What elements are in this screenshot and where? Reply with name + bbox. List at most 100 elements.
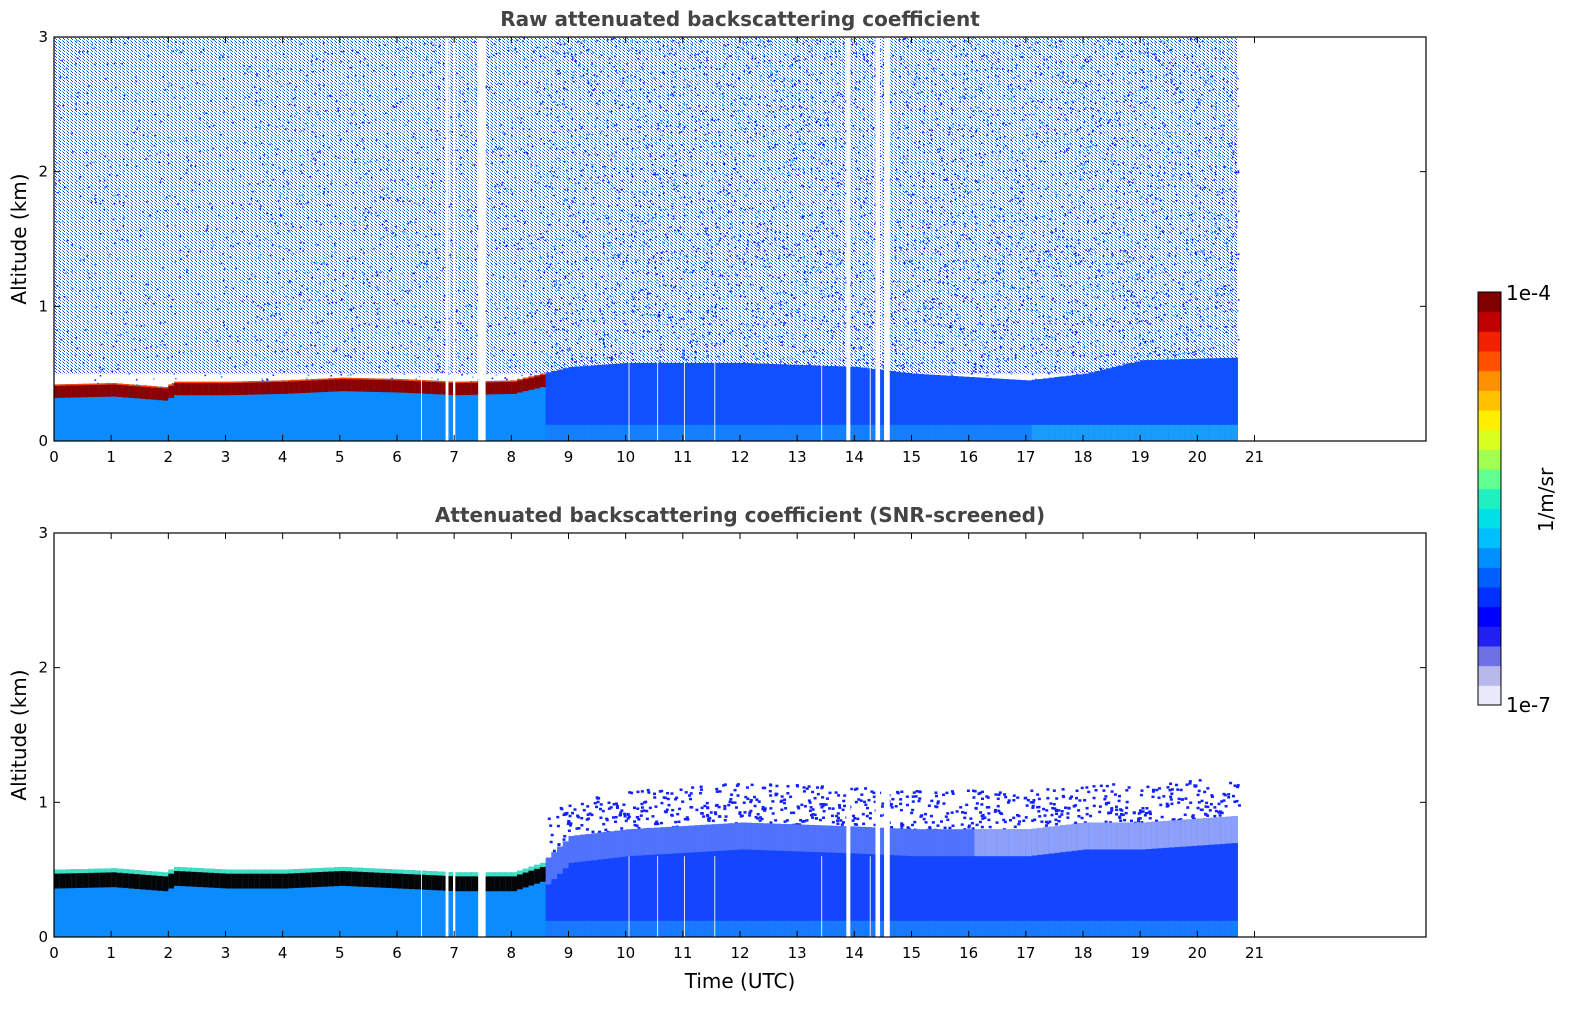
- surface-layer-cell: [648, 424, 655, 441]
- noise-pixel: [443, 80, 446, 83]
- noise-pixel: [681, 352, 684, 355]
- noise-pixel: [294, 237, 296, 240]
- noise-pixel: [345, 333, 348, 335]
- noise-pixel: [600, 148, 602, 150]
- cloud-edge-cell: [162, 387, 169, 389]
- noise-pixel: [782, 357, 785, 360]
- noise-pixel: [159, 181, 162, 183]
- boundary-layer-cell: [128, 384, 135, 441]
- noise-pixel: [791, 278, 794, 280]
- noise-pixel: [277, 229, 280, 232]
- noise-pixel: [595, 319, 598, 322]
- noise-pixel: [219, 154, 222, 157]
- noise-pixel: [381, 53, 383, 56]
- noise-pixel: [685, 268, 688, 271]
- noise-pixel: [788, 345, 790, 348]
- noise-pixel: [729, 104, 732, 106]
- noise-pixel: [439, 44, 442, 47]
- noise-pixel: [274, 267, 277, 270]
- noise-pixel: [557, 73, 559, 75]
- noise-pixel: [476, 334, 478, 337]
- noise-pixel: [426, 263, 428, 266]
- noise-pixel: [497, 216, 500, 219]
- noise-pixel: [336, 57, 338, 60]
- noise-pixel: [244, 338, 247, 341]
- cloud-layer-cell: [499, 382, 507, 395]
- noise-pixel: [792, 118, 794, 121]
- noise-pixel: [781, 64, 784, 67]
- noise-pixel: [765, 253, 768, 256]
- noise-pixel: [659, 178, 661, 180]
- noise-pixel: [411, 167, 413, 169]
- noise-pixel: [340, 89, 342, 92]
- noise-pixel: [225, 286, 227, 288]
- noise-pixel: [569, 357, 572, 360]
- noise-pixel: [328, 255, 331, 258]
- noise-pixel: [324, 266, 326, 269]
- noise-pixel: [691, 284, 694, 287]
- noise-pixel: [639, 223, 642, 226]
- cloud-layer-cell: [494, 382, 501, 395]
- noise-pixel: [496, 183, 499, 186]
- noise-pixel: [297, 354, 300, 356]
- surface-layer-cell: [574, 424, 581, 441]
- noise-pixel: [288, 281, 291, 284]
- noise-pixel: [718, 275, 720, 278]
- noise-pixel: [618, 107, 621, 110]
- noise-pixel: [556, 176, 559, 179]
- noise-pixel: [353, 220, 355, 223]
- noise-pixel: [703, 73, 706, 75]
- noise-pixel: [612, 122, 614, 125]
- noise-pixel: [643, 354, 645, 356]
- noise-pixel: [526, 151, 528, 154]
- noise-pixel: [294, 129, 296, 132]
- noise-pixel: [765, 72, 768, 74]
- noise-pixel: [631, 47, 634, 50]
- noise-pixel: [677, 210, 679, 213]
- noise-pixel: [486, 212, 489, 215]
- noise-pixel: [533, 50, 535, 53]
- noise-pixel: [794, 84, 796, 86]
- noise-pixel: [419, 288, 421, 290]
- noise-pixel: [223, 292, 226, 295]
- noise-pixel: [634, 76, 636, 78]
- noise-pixel: [275, 301, 277, 304]
- noise-pixel: [648, 258, 651, 261]
- noise-pixel: [607, 334, 609, 336]
- noise-pixel: [798, 248, 800, 251]
- noise-pixel: [376, 313, 379, 315]
- noise-pixel: [606, 119, 609, 122]
- noise-pixel: [647, 92, 650, 94]
- cloud-layer-cell: [294, 381, 301, 394]
- cloud-edge-cell: [391, 378, 398, 381]
- noise-pixel: [797, 260, 800, 262]
- noise-pixel: [837, 72, 839, 75]
- noise-pixel: [655, 324, 658, 327]
- noise-pixel: [317, 193, 319, 196]
- noise-pixel: [730, 55, 732, 57]
- noise-pixel: [145, 347, 148, 349]
- noise-pixel: [783, 248, 786, 250]
- noise-pixel: [688, 85, 691, 87]
- boundary-layer-cell: [214, 381, 221, 441]
- noise-pixel: [198, 183, 201, 186]
- noise-pixel: [841, 315, 844, 318]
- noise-pixel: [727, 243, 730, 245]
- boundary-layer-cell: [305, 379, 312, 441]
- noise-pixel: [736, 275, 738, 278]
- noise-pixel: [338, 115, 341, 117]
- surface-layer-cell: [757, 424, 764, 441]
- noise-pixel: [553, 312, 556, 315]
- noise-pixel: [628, 49, 631, 52]
- noise-pixel: [580, 170, 583, 172]
- noise-pixel: [559, 245, 562, 248]
- noise-pixel: [451, 131, 454, 133]
- noise-pixel: [706, 127, 708, 129]
- cloud-edge-cell: [71, 384, 78, 386]
- noise-pixel: [514, 48, 517, 50]
- noise-pixel: [673, 184, 675, 187]
- noise-pixel: [174, 196, 176, 198]
- noise-pixel: [566, 349, 569, 352]
- noise-pixel: [822, 118, 825, 120]
- noise-pixel: [319, 151, 321, 153]
